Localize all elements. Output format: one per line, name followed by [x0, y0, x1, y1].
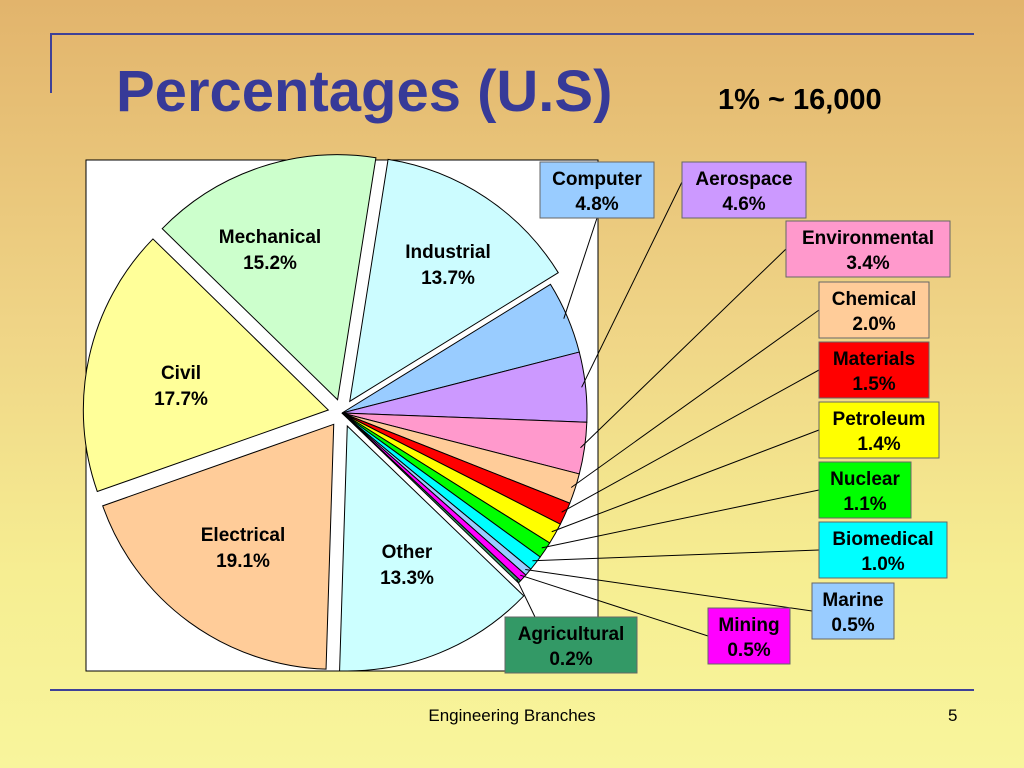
- label-box-materials: [818, 341, 930, 399]
- top-rule-horizontal: [50, 33, 974, 35]
- label-box-aerospace: [681, 161, 807, 219]
- label-box-marine: [811, 582, 895, 640]
- leader-line-nuclear: [541, 489, 820, 549]
- slide-title: Percentages (U.S): [116, 59, 613, 124]
- slice-value-environmental: 3.4%: [846, 253, 889, 274]
- slice-value-civil: 17.7%: [154, 389, 208, 410]
- top-rule-vertical: [50, 33, 52, 93]
- label-box-mining: [707, 607, 791, 665]
- slice-label-computer: Computer: [552, 169, 642, 190]
- bottom-rule: [50, 689, 974, 691]
- label-box-agricultural: [504, 616, 638, 674]
- slice-value-mechanical: 15.2%: [243, 253, 297, 274]
- label-box-petroleum: [818, 401, 940, 459]
- slice-label-mining: Mining: [718, 615, 779, 636]
- leader-line-chemical: [570, 309, 820, 488]
- slice-label-electrical: Electrical: [201, 525, 286, 546]
- slice-label-environmental: Environmental: [802, 228, 934, 249]
- slice-value-biomedical: 1.0%: [861, 554, 904, 575]
- slice-label-marine: Marine: [822, 590, 883, 611]
- leader-line-mining: [520, 574, 709, 637]
- slice-label-mechanical: Mechanical: [219, 227, 321, 248]
- page-number: 5: [948, 706, 958, 725]
- slice-label-aerospace: Aerospace: [695, 169, 792, 190]
- pie-slice-mechanical: [161, 154, 377, 401]
- slice-value-computer: 4.8%: [575, 194, 618, 215]
- leader-line-environmental: [580, 248, 787, 449]
- slice-value-industrial: 13.7%: [421, 268, 475, 289]
- slice-value-mining: 0.5%: [727, 640, 770, 661]
- leader-line-aerospace: [581, 181, 683, 388]
- label-box-chemical: [818, 281, 930, 339]
- slice-value-materials: 1.5%: [852, 374, 895, 395]
- slice-value-petroleum: 1.4%: [857, 434, 900, 455]
- pie-slice-civil: [82, 238, 330, 493]
- slice-value-electrical: 19.1%: [216, 551, 270, 572]
- label-box-biomedical: [818, 521, 948, 579]
- slice-label-nuclear: Nuclear: [830, 469, 900, 490]
- leader-line-computer: [563, 217, 598, 319]
- slide-subtitle: 1% ~ 16,000: [718, 84, 882, 116]
- slice-label-chemical: Chemical: [832, 289, 916, 310]
- pie-slice-industrial: [349, 158, 559, 403]
- slice-value-chemical: 2.0%: [852, 314, 895, 335]
- leader-line-petroleum: [551, 429, 820, 533]
- slice-label-agricultural: Agricultural: [518, 624, 625, 645]
- pie-slice-electrical: [102, 423, 335, 670]
- footer-text: Engineering Branches: [428, 706, 596, 725]
- leader-line-agricultural: [516, 578, 536, 618]
- slice-value-marine: 0.5%: [831, 615, 874, 636]
- slice-value-other: 13.3%: [380, 568, 434, 589]
- slice-value-aerospace: 4.6%: [722, 194, 765, 215]
- leader-line-materials: [561, 369, 820, 513]
- label-box-environmental: [785, 220, 951, 278]
- slice-label-materials: Materials: [833, 349, 915, 370]
- label-box-nuclear: [818, 461, 912, 519]
- slice-label-civil: Civil: [161, 363, 201, 384]
- leader-line-marine: [525, 569, 813, 612]
- label-box-computer: [539, 161, 655, 219]
- slice-value-agricultural: 0.2%: [549, 649, 592, 670]
- slice-label-petroleum: Petroleum: [833, 409, 926, 430]
- pie-slice-other: [339, 424, 525, 672]
- slice-value-nuclear: 1.1%: [843, 494, 886, 515]
- leader-line-biomedical: [532, 549, 820, 562]
- slice-label-industrial: Industrial: [405, 242, 491, 263]
- slice-label-other: Other: [382, 542, 433, 563]
- slice-label-biomedical: Biomedical: [832, 529, 933, 550]
